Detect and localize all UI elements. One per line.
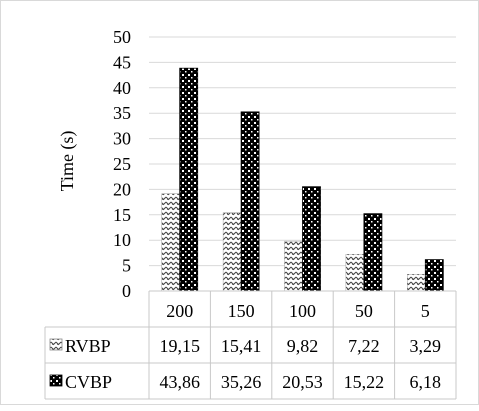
y-tick-label: 25 [113, 154, 131, 174]
data-label: 3,29 [410, 336, 442, 356]
data-label: 6,18 [410, 372, 442, 392]
data-label: 9,82 [287, 336, 319, 356]
y-tick-label: 40 [113, 78, 131, 98]
x-tick-label: 5 [421, 301, 430, 321]
legend-label-rvbp: RVBP [65, 336, 111, 356]
legend-key-cvbp [49, 374, 63, 387]
data-label: 20,53 [282, 372, 323, 392]
bar-cvbp [240, 111, 260, 292]
bar-rvbp [284, 240, 303, 292]
y-axis-label: Time (s) [57, 131, 78, 192]
y-tick-labels: 0 5 10 15 20 25 30 35 40 45 50 [113, 27, 131, 301]
bar-rvbp [407, 274, 426, 292]
x-tick-label: 200 [166, 301, 193, 321]
bar-cvbp [179, 67, 199, 292]
y-tick-label: 10 [113, 230, 131, 250]
x-tick-label: 50 [355, 301, 373, 321]
y-tick-label: 45 [113, 52, 131, 72]
y-tick-label: 5 [122, 256, 131, 276]
bars [161, 67, 444, 292]
x-tick-label: 100 [289, 301, 316, 321]
y-tick-label: 50 [113, 27, 131, 47]
y-tick-label: 15 [113, 205, 131, 225]
data-label: 19,15 [159, 336, 200, 356]
y-tick-label: 0 [122, 281, 131, 301]
data-label: 7,22 [348, 336, 380, 356]
legend-key-rvbp [49, 338, 63, 351]
bar-rvbp [222, 212, 242, 292]
y-tick-label: 20 [113, 179, 131, 199]
y-tick-label: 30 [113, 129, 131, 149]
bar-cvbp [424, 259, 444, 292]
bar-rvbp [161, 193, 180, 292]
y-tick-label: 35 [113, 103, 131, 123]
bar-cvbp [363, 213, 383, 292]
legend-label-cvbp: CVBP [65, 372, 112, 392]
data-label: 15,22 [344, 372, 385, 392]
data-label: 15,41 [221, 336, 262, 356]
bar-cvbp [302, 186, 321, 292]
data-label: 43,86 [159, 372, 200, 392]
bar-rvbp [345, 254, 365, 292]
x-tick-label: 150 [228, 301, 255, 321]
data-table: 200 150 100 50 5 RVBP 19,15 15,41 9,82 7,22 3,29 CV… [44, 290, 457, 400]
data-label: 35,26 [221, 372, 262, 392]
